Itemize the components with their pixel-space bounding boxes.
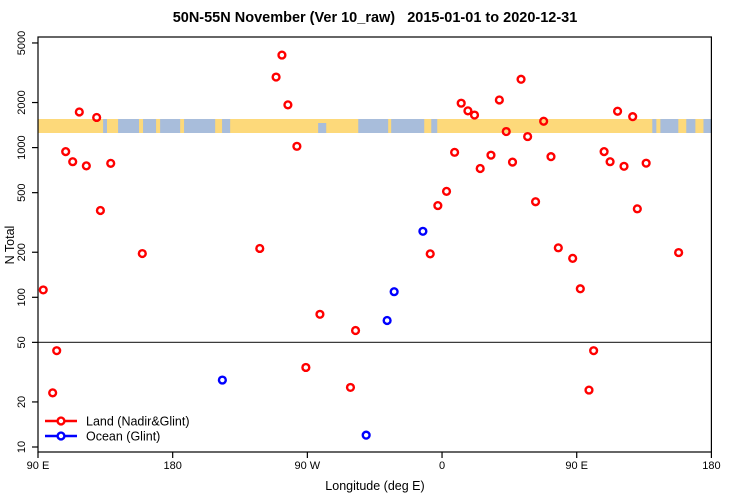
land-data-point (619, 161, 629, 171)
x-tick-label: 90 E (27, 460, 50, 472)
land-data-point (632, 204, 642, 214)
land-data-point (48, 388, 58, 398)
land-data-point (539, 116, 549, 126)
land-data-point (599, 147, 609, 157)
land-data-point (469, 110, 480, 120)
land-data-point (628, 112, 638, 122)
x-tick-label: 0 (439, 460, 445, 472)
legend-land-label: Land (Nadir&Glint) (86, 415, 190, 429)
land-data-point (501, 126, 511, 137)
y-tick-label: 20 (16, 396, 28, 408)
land-data-point (584, 385, 594, 395)
land-data-point (486, 150, 496, 160)
land-data-point (523, 131, 533, 142)
land-data-point (137, 248, 147, 259)
land-data-point (350, 325, 361, 336)
map-strip-land-segment (215, 119, 223, 133)
land-data-point (315, 309, 325, 319)
land-data-point (516, 74, 526, 84)
map-strip-ocean-notch (318, 123, 327, 133)
land-data-point (68, 157, 78, 167)
map-strip-land-segment (156, 119, 161, 133)
land-data-point (92, 112, 102, 123)
y-tick-label: 2000 (16, 90, 28, 114)
land-data-point (463, 106, 473, 116)
land-data-point (605, 157, 615, 167)
map-strip-land-segment (38, 119, 104, 133)
x-axis-title: Longitude (deg E) (325, 479, 425, 493)
map-strip-land-segment (139, 119, 144, 133)
legend-ocean-label: Ocean (Glint) (86, 430, 160, 444)
land-data-point (61, 147, 71, 157)
land-data-point (441, 186, 452, 196)
y-axis-ticks: 10 20 50 100 200 500 1000 2000 5000 (16, 31, 38, 453)
chart-title: 50N-55N November (Ver 10_raw) 2015-01-01… (172, 10, 578, 26)
map-strip-land-segment (180, 119, 185, 133)
y-tick-label: 1000 (16, 135, 28, 159)
ocean-data-point (418, 226, 428, 236)
land-data-point (271, 72, 281, 82)
land-data-point (494, 95, 504, 105)
land-data-point (475, 163, 485, 174)
land-data-point (641, 158, 651, 168)
land-data-point (425, 249, 435, 259)
frame-rect (37, 36, 713, 453)
map-strip-land-segment (230, 119, 359, 133)
legend: Land (Nadir&Glint) Ocean (Glint) (45, 415, 190, 444)
map-strip-land-segment (695, 119, 704, 133)
land-data-point (546, 152, 556, 162)
land-data-point (301, 362, 311, 373)
y-tick-label: 200 (16, 243, 28, 261)
data-points (38, 50, 684, 440)
y-tick-label: 100 (16, 288, 28, 306)
land-data-point (38, 285, 48, 295)
x-tick-label: 90 E (565, 460, 588, 472)
land-data-point (52, 346, 62, 356)
legend-land-marker-icon (56, 416, 66, 426)
land-data-point (589, 346, 599, 356)
land-data-point (345, 382, 356, 393)
land-data-point (277, 50, 287, 60)
land-data-point (95, 205, 106, 216)
land-data-point (81, 161, 91, 171)
y-tick-label: 500 (16, 183, 28, 201)
x-tick-label: 180 (164, 460, 182, 472)
land-data-point (530, 197, 541, 207)
ocean-data-point (382, 315, 392, 326)
x-tick-label: 180 (702, 460, 720, 472)
land-data-point (283, 100, 293, 110)
land-data-point (507, 157, 518, 167)
land-data-point (456, 98, 466, 108)
map-strip-land-segment (424, 119, 432, 133)
x-tick-label: 90 W (295, 460, 321, 472)
land-data-point (433, 200, 443, 211)
y-tick-label: 5000 (16, 31, 28, 55)
land-data-point (553, 243, 563, 253)
land-data-point (450, 147, 460, 157)
map-strip (38, 119, 712, 133)
ocean-data-point (217, 375, 227, 385)
legend-ocean-marker-icon (56, 431, 66, 441)
ocean-data-point (389, 287, 399, 297)
land-data-point (674, 247, 684, 258)
y-tick-label: 50 (16, 336, 28, 348)
land-data-point (106, 158, 116, 168)
land-data-point (575, 284, 585, 294)
land-data-point (612, 106, 623, 116)
map-strip-land-segment (656, 119, 661, 133)
land-data-point (74, 107, 84, 117)
land-data-point (568, 253, 578, 263)
y-tick-label: 10 (16, 441, 28, 453)
x-axis-ticks: 90 E 180 90 W 0 90 E 180 (27, 452, 721, 472)
plot-frame (37, 36, 713, 453)
map-strip-land-segment (678, 119, 687, 133)
ocean-data-point (361, 430, 371, 440)
map-strip-land-segment (388, 119, 392, 133)
map-strip-land-segment (437, 119, 653, 133)
land-data-point (292, 141, 302, 151)
map-strip-land-segment (106, 119, 119, 133)
land-data-point (255, 243, 265, 254)
